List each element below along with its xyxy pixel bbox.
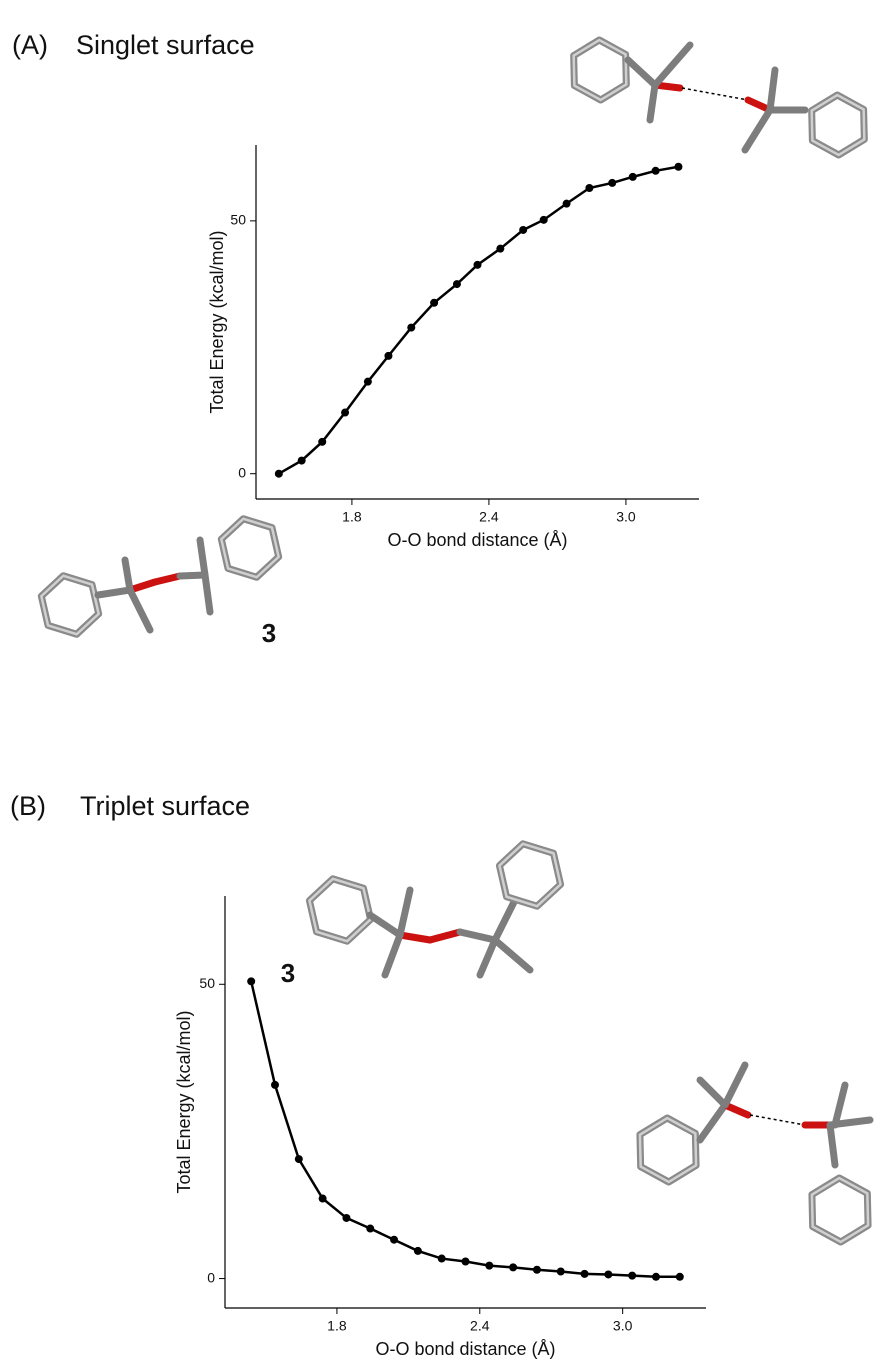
data-point xyxy=(271,1081,279,1089)
molecule-bond xyxy=(480,940,495,975)
molecule-bond xyxy=(495,940,530,970)
data-point xyxy=(384,352,392,360)
y-axis-label: Total Energy (kcal/mol) xyxy=(207,230,227,413)
data-point xyxy=(533,1266,541,1274)
y-axis-label: Total Energy (kcal/mol) xyxy=(174,1010,194,1193)
molecule-bond xyxy=(180,575,205,576)
data-point xyxy=(366,1225,374,1233)
panel-label: (B) xyxy=(10,791,46,821)
x-axis-label: O-O bond distance (Å) xyxy=(375,1339,555,1359)
y-tick-label: 0 xyxy=(207,1269,215,1285)
data-point xyxy=(557,1268,565,1276)
molecule-bond xyxy=(725,1065,745,1105)
molecule-ring xyxy=(640,1118,696,1182)
compound-label: 3 xyxy=(281,958,295,988)
molecule-bond xyxy=(745,110,770,150)
x-tick-label: 1.8 xyxy=(327,1318,347,1334)
data-point xyxy=(430,299,438,307)
molecule-hbond xyxy=(682,88,748,100)
data-point xyxy=(485,1262,493,1270)
x-tick-label: 2.4 xyxy=(470,1318,490,1334)
panel-title: Triplet surface xyxy=(80,791,250,821)
molecule-bond xyxy=(130,590,150,630)
data-point xyxy=(414,1247,422,1255)
data-point xyxy=(319,1195,327,1203)
data-point xyxy=(462,1258,470,1266)
y-tick-label: 50 xyxy=(230,212,246,228)
molecule-bond xyxy=(770,70,775,110)
data-point xyxy=(275,470,283,478)
molecule-hbond xyxy=(750,1115,805,1125)
y-tick-label: 0 xyxy=(238,464,246,480)
molecule-bond xyxy=(495,900,515,940)
data-point xyxy=(563,200,571,208)
data-point xyxy=(629,173,637,181)
molecule-ring xyxy=(574,40,627,100)
molecule-bond xyxy=(400,890,410,935)
molecule-bond xyxy=(98,590,130,595)
data-point xyxy=(604,1270,612,1278)
data-point xyxy=(519,226,527,234)
molecule-bond xyxy=(628,60,655,85)
compound-label: 3 xyxy=(262,618,276,648)
x-axis-label: O-O bond distance (Å) xyxy=(387,530,567,550)
data-point xyxy=(298,457,306,465)
molecule-bond xyxy=(830,1125,835,1165)
data-point xyxy=(608,179,616,187)
data-point xyxy=(540,216,548,224)
data-point xyxy=(496,245,504,253)
curve xyxy=(279,167,679,474)
x-tick-label: 3.0 xyxy=(613,1318,633,1334)
data-point xyxy=(295,1155,303,1163)
molecule-bond xyxy=(385,935,400,975)
molecule-bond xyxy=(835,1085,845,1125)
data-point xyxy=(628,1272,636,1280)
molecule-bond xyxy=(430,932,460,940)
molecule-bond xyxy=(200,540,205,575)
data-point xyxy=(674,163,682,171)
molecule-bond xyxy=(130,582,155,590)
data-point xyxy=(652,1273,660,1281)
molecule-bond xyxy=(655,45,690,85)
data-point xyxy=(318,438,326,446)
x-tick-label: 3.0 xyxy=(616,509,636,525)
panel-label: (A) xyxy=(12,30,48,60)
data-point xyxy=(474,261,482,269)
molecule-bond xyxy=(125,560,130,590)
molecule-bond xyxy=(205,575,210,612)
molecule-bond xyxy=(650,85,655,120)
page: {"chart_data": [ {"type": "line", "panel… xyxy=(0,0,878,1360)
curve xyxy=(251,981,680,1276)
molecule-bond xyxy=(460,932,495,940)
molecule-bond xyxy=(370,915,400,935)
data-point xyxy=(581,1270,589,1278)
data-point xyxy=(438,1255,446,1263)
y-tick-label: 50 xyxy=(199,975,215,991)
figure: (A) Singlet surface 3 1.8 2.4 3.0 0 50 O-O bond … xyxy=(0,0,878,1360)
data-point xyxy=(407,324,415,332)
data-point xyxy=(341,409,349,417)
panel-title: Singlet surface xyxy=(76,30,255,60)
molecule-bond xyxy=(700,1080,725,1105)
data-point xyxy=(509,1263,517,1271)
molecule-bond xyxy=(725,1105,748,1115)
data-point xyxy=(652,167,660,175)
data-point xyxy=(676,1273,684,1281)
data-point xyxy=(585,184,593,192)
molecule-bond xyxy=(700,1105,725,1140)
molecule-ring xyxy=(812,95,865,155)
data-point xyxy=(247,977,255,985)
data-point xyxy=(390,1236,398,1244)
x-tick-label: 1.8 xyxy=(342,509,362,525)
data-point xyxy=(364,378,372,386)
data-point xyxy=(342,1214,350,1222)
molecule-bond xyxy=(155,576,180,582)
molecule-bond xyxy=(400,935,430,940)
data-point xyxy=(453,280,461,288)
molecule-ring xyxy=(812,1178,868,1242)
x-tick-label: 2.4 xyxy=(479,509,499,525)
